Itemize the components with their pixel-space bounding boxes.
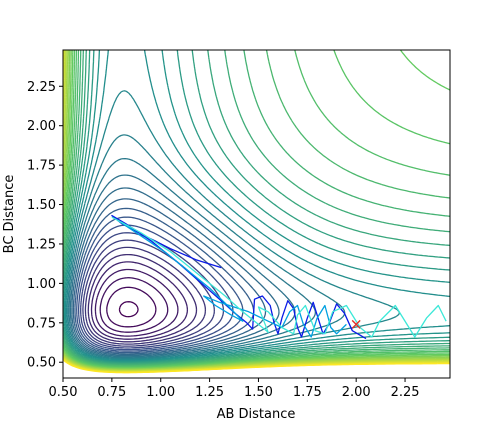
y-tick-label: 1.50 — [27, 198, 56, 213]
contour-level — [63, 50, 450, 364]
x-axis-label: AB Distance — [217, 407, 296, 422]
contour-level — [63, 359, 450, 374]
trajectory-line — [111, 216, 447, 338]
contour-level — [65, 90, 400, 360]
trajectory-line — [117, 219, 347, 338]
x-tick-label: 1.00 — [146, 385, 175, 400]
contour-level — [90, 261, 189, 340]
y-tick-label: 2.00 — [27, 119, 56, 134]
y-axis-ticks: 0.50 0.75 1.00 1.25 1.50 1.75 2.00 2.25 — [27, 80, 63, 371]
contour-lines — [63, 50, 450, 374]
contour-level — [69, 174, 296, 357]
contour-level — [67, 134, 346, 359]
y-tick-label: 0.75 — [27, 316, 56, 331]
x-tick-label: 2.00 — [342, 385, 371, 400]
y-tick-label: 0.50 — [27, 356, 56, 371]
y-tick-label: 1.75 — [27, 159, 56, 174]
x-tick-label: 0.50 — [49, 385, 78, 400]
contour-level — [94, 268, 179, 337]
contour-level — [63, 50, 450, 366]
x-axis-ticks: 0.50 0.75 1.00 1.25 1.50 1.75 2.00 2.25 — [49, 378, 420, 400]
x-tick-label: 2.25 — [391, 385, 420, 400]
contour-level — [63, 50, 450, 366]
contour-level — [68, 157, 317, 358]
contour-level — [64, 50, 450, 361]
contour-level — [63, 50, 450, 362]
contour-level — [76, 216, 244, 352]
contour-level — [77, 224, 234, 351]
contour-level — [63, 50, 450, 368]
x-tick-label: 1.50 — [244, 385, 273, 400]
y-axis-label: BC Distance — [2, 175, 17, 254]
plot-area — [63, 50, 450, 378]
trajectories — [111, 214, 447, 340]
plot-frame — [62, 49, 451, 379]
contour-level — [63, 50, 450, 365]
contour-level — [71, 187, 280, 356]
y-tick-label: 1.25 — [27, 237, 56, 252]
x-tick-label: 1.75 — [293, 385, 322, 400]
contour-level — [118, 301, 139, 318]
contour-level — [84, 246, 207, 345]
contour-level — [106, 286, 157, 328]
end-marker — [351, 319, 361, 329]
contour-level — [63, 50, 450, 367]
contour-level — [63, 50, 450, 363]
contour-level — [74, 207, 255, 354]
y-tick-label: 1.00 — [27, 277, 56, 292]
x-tick-label: 1.25 — [195, 385, 224, 400]
contour-level — [87, 253, 198, 343]
x-marker — [351, 319, 361, 329]
y-tick-label: 2.25 — [27, 80, 56, 95]
contour-level — [99, 277, 169, 333]
contour-level — [72, 198, 267, 355]
trajectory-line — [111, 214, 367, 340]
x-tick-label: 0.75 — [97, 385, 126, 400]
